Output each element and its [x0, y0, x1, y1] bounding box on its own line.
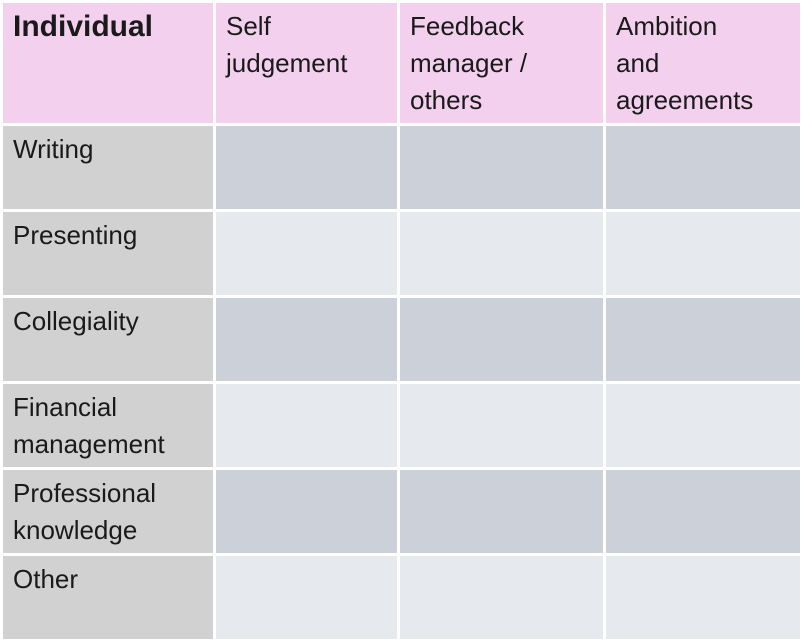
row-label-presenting: Presenting — [3, 212, 213, 295]
cell-professional-feedback[interactable] — [400, 470, 603, 553]
cell-collegiality-self-judgement[interactable] — [216, 298, 397, 381]
row-label-professional-knowledge: Professional knowledge — [3, 470, 213, 553]
cell-financial-ambition[interactable] — [606, 384, 800, 467]
row-label-collegiality: Collegiality — [3, 298, 213, 381]
cell-collegiality-ambition[interactable] — [606, 298, 800, 381]
cell-financial-self-judgement[interactable] — [216, 384, 397, 467]
table-row-presenting: Presenting — [3, 212, 800, 295]
header-self-judgement: Self judgement — [216, 3, 397, 123]
row-label-writing: Writing — [3, 126, 213, 209]
row-label-other: Other — [3, 556, 213, 639]
cell-other-feedback[interactable] — [400, 556, 603, 639]
table-row-financial-management: Financial management — [3, 384, 800, 467]
header-ambition-and-agreements: Ambition and agreements — [606, 3, 800, 123]
cell-writing-ambition[interactable] — [606, 126, 800, 209]
cell-financial-feedback[interactable] — [400, 384, 603, 467]
cell-collegiality-feedback[interactable] — [400, 298, 603, 381]
cell-writing-feedback[interactable] — [400, 126, 603, 209]
table-row-writing: Writing — [3, 126, 800, 209]
header-feedback-manager-others: Feedback manager / others — [400, 3, 603, 123]
cell-other-ambition[interactable] — [606, 556, 800, 639]
row-label-financial-management: Financial management — [3, 384, 213, 467]
table-row-other: Other — [3, 556, 800, 639]
cell-professional-self-judgement[interactable] — [216, 470, 397, 553]
table-row-collegiality: Collegiality — [3, 298, 800, 381]
header-individual: Individual — [3, 3, 213, 123]
cell-presenting-ambition[interactable] — [606, 212, 800, 295]
cell-writing-self-judgement[interactable] — [216, 126, 397, 209]
cell-other-self-judgement[interactable] — [216, 556, 397, 639]
cell-professional-ambition[interactable] — [606, 470, 800, 553]
table-row-professional-knowledge: Professional knowledge — [3, 470, 800, 553]
cell-presenting-self-judgement[interactable] — [216, 212, 397, 295]
table-header-row: Individual Self judgement Feedback manag… — [3, 3, 800, 123]
cell-presenting-feedback[interactable] — [400, 212, 603, 295]
